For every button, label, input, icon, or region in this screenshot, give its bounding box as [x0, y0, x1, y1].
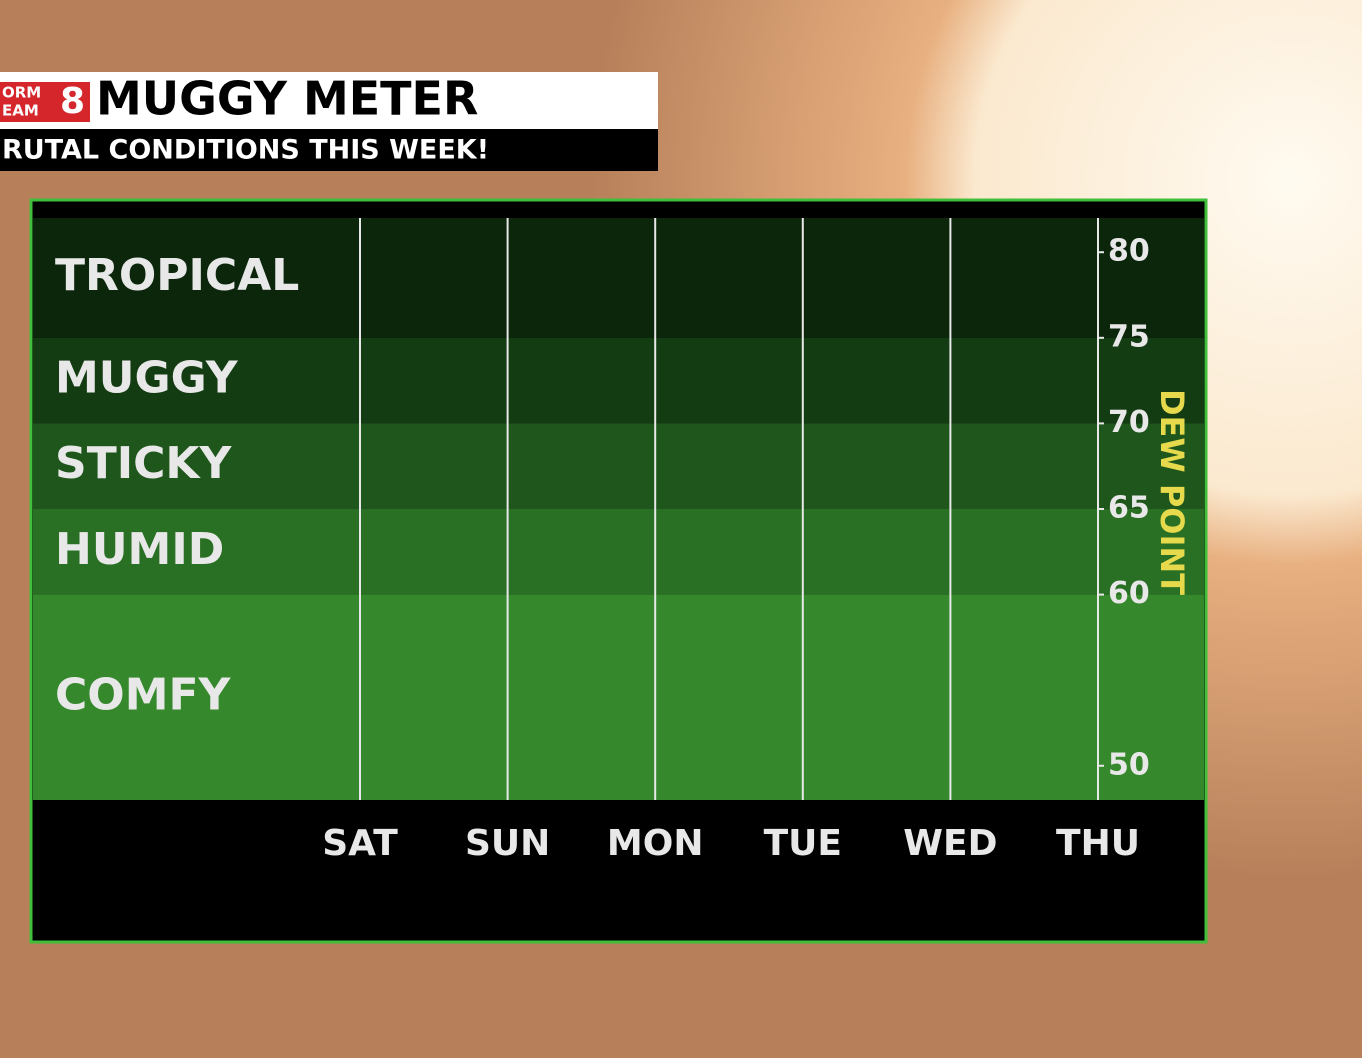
y-tick-label: 65 — [1108, 491, 1150, 526]
band — [33, 218, 1204, 338]
logo-text: EAM — [2, 102, 39, 120]
band-label: STICKY — [55, 438, 232, 489]
logo-number: 8 — [60, 81, 85, 122]
y-tick-label: 80 — [1108, 234, 1150, 269]
band-label: MUGGY — [55, 353, 239, 404]
logo-box — [0, 82, 90, 122]
logo-text: ORM — [2, 84, 41, 102]
band — [33, 337, 1204, 424]
x-tick-label: TUE — [764, 823, 842, 864]
band-label: COMFY — [55, 669, 232, 720]
y-tick-label: 75 — [1108, 319, 1150, 354]
y-tick-label: 50 — [1108, 747, 1150, 782]
band — [33, 509, 1204, 595]
band — [33, 594, 1204, 800]
y-tick-label: 60 — [1108, 576, 1150, 611]
subtitle-box — [0, 129, 658, 171]
x-tick-label: WED — [903, 823, 997, 864]
x-tick-label: SAT — [322, 823, 398, 864]
chart-subtitle: RUTAL CONDITIONS THIS WEEK! — [2, 135, 489, 166]
y-tick-label: 70 — [1108, 405, 1150, 440]
band — [33, 423, 1204, 509]
x-tick-label: SUN — [465, 823, 550, 864]
band-label: TROPICAL — [55, 250, 299, 301]
chart-title: MUGGY METER — [96, 72, 478, 126]
x-tick-label: MON — [607, 823, 704, 864]
x-tick-label: THU — [1056, 823, 1140, 864]
title-box — [0, 72, 658, 129]
y-axis-label: DEW POINT — [1153, 389, 1191, 595]
band-label: HUMID — [55, 524, 224, 575]
